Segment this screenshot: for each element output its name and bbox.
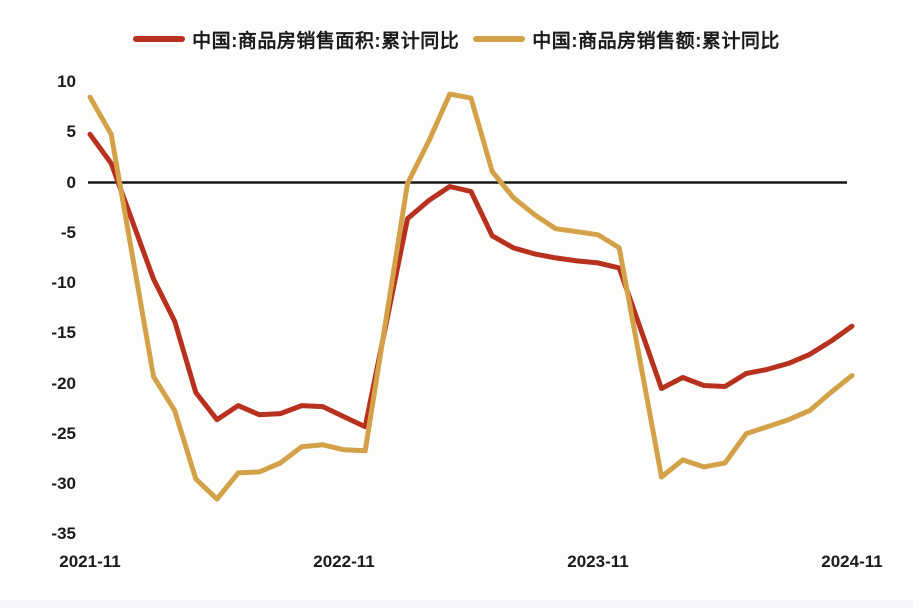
y-tick-label: -10 [51, 273, 76, 292]
legend-item-sales-area: 中国:商品房销售面积:累计同比 [133, 26, 459, 53]
y-tick-label: 0 [66, 172, 76, 192]
bottom-strip [0, 600, 913, 608]
legend-item-sales-value: 中国:商品房销售额:累计同比 [473, 26, 780, 53]
legend-label-sales-value: 中国:商品房销售额:累计同比 [532, 30, 780, 52]
series-line-sales-value [87, 91, 855, 502]
legend-swatch-red-line [133, 36, 186, 42]
chart-legend: 中国:商品房销售面积:累计同比 中国:商品房销售额:累计同比 [0, 24, 913, 54]
x-tick-label: 2021-11 [59, 552, 121, 571]
y-tick-label: -20 [51, 373, 76, 393]
series-line-sales-area [87, 131, 855, 430]
legend-swatch-gold-line [473, 36, 526, 42]
y-tick-label: -5 [60, 222, 76, 242]
legend-label-sales-area: 中国:商品房销售面积:累计同比 [192, 30, 460, 52]
x-tick-label: 2024-11 [821, 552, 883, 571]
y-tick-label: -15 [51, 323, 76, 343]
y-tick-label: 5 [66, 122, 76, 142]
x-tick-label: 2023-11 [567, 552, 629, 571]
y-tick-label: -30 [51, 474, 76, 493]
x-tick-label: 2022-11 [313, 552, 375, 571]
y-tick-label: 10 [57, 72, 76, 91]
y-tick-label: -35 [51, 524, 76, 544]
y-tick-label: -25 [51, 423, 76, 443]
